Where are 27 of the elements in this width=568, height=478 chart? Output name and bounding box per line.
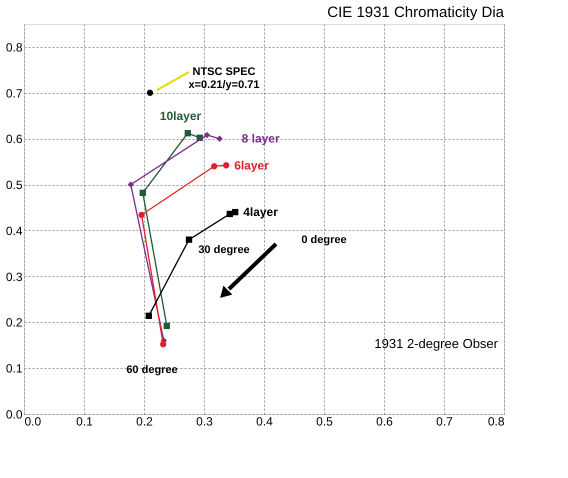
- x-tick-label: 0.7: [436, 414, 454, 428]
- series-label: 4layer: [243, 205, 278, 220]
- series-label: 6layer: [234, 158, 270, 172]
- chart-title: CIE 1931 Chromaticity Dia: [327, 4, 505, 21]
- series-label: 8 layer: [242, 132, 280, 146]
- y-tick-label: 0.3: [6, 270, 23, 284]
- annotation: 0 degree: [301, 234, 347, 246]
- y-tick-label: 0.2: [6, 316, 23, 330]
- y-tick-label: 0.8: [6, 40, 23, 54]
- x-tick-label: 0.4: [256, 414, 274, 428]
- annotation: NTSC SPEC x=0.21/y=0.71: [188, 66, 260, 91]
- y-tick-label: 0.1: [6, 362, 23, 376]
- y-tick-label: 0.5: [6, 178, 23, 192]
- y-tick-label: 0.4: [6, 224, 23, 238]
- x-tick-label: 0.2: [136, 414, 154, 428]
- x-tick-label: 0.1: [76, 414, 94, 428]
- x-tick-label: 0.0: [24, 414, 42, 428]
- series-label: 10layer: [160, 108, 202, 123]
- annotation: 60 degree: [126, 364, 178, 376]
- x-tick-label: 0.8: [488, 414, 505, 428]
- x-tick-label: 0.6: [376, 414, 394, 428]
- x-tick-label: 0.3: [196, 414, 214, 428]
- x-tick-label: 0.5: [316, 414, 334, 428]
- y-tick-label: 0.6: [6, 132, 23, 146]
- annotation: 30 degree: [198, 244, 250, 256]
- y-tick-label: 0.7: [6, 86, 23, 100]
- annotation: 1931 2-degree Obser: [374, 336, 499, 351]
